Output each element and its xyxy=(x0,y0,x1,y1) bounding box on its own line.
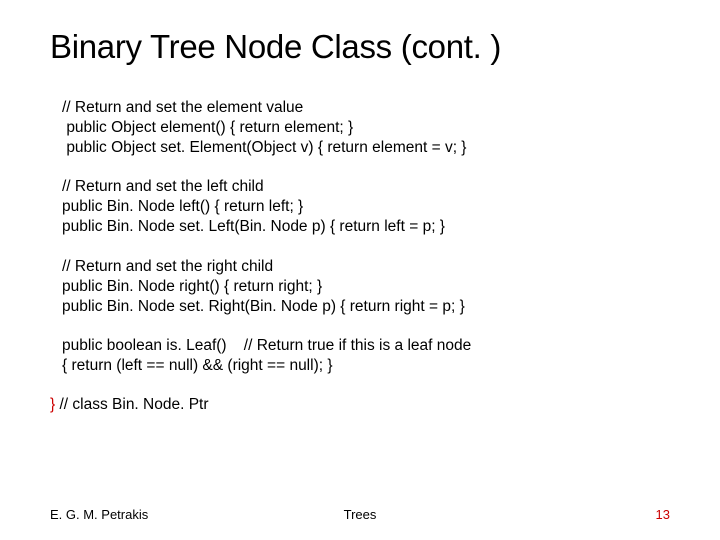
code-line: // Return and set the left child xyxy=(62,177,670,197)
code-line: public Bin. Node left() { return left; } xyxy=(62,197,670,217)
footer-page-number: 13 xyxy=(463,507,670,522)
closing-comment: // class Bin. Node. Ptr xyxy=(55,396,208,413)
code-line: // Return and set the right child xyxy=(62,257,670,277)
code-line: public boolean is. Leaf() // Return true… xyxy=(62,336,670,356)
code-line: public Bin. Node right() { return right;… xyxy=(62,277,670,297)
code-line: public Bin. Node set. Left(Bin. Node p) … xyxy=(62,217,670,237)
closing-line: } // class Bin. Node. Ptr xyxy=(50,396,670,414)
slide-container: Binary Tree Node Class (cont. ) // Retur… xyxy=(0,0,720,540)
code-block-left: // Return and set the left child public … xyxy=(50,177,670,236)
code-line: { return (left == null) && (right == nul… xyxy=(62,356,670,376)
slide-footer: E. G. M. Petrakis Trees 13 xyxy=(50,507,670,522)
footer-author: E. G. M. Petrakis xyxy=(50,507,257,522)
code-block-isleaf: public boolean is. Leaf() // Return true… xyxy=(50,336,670,376)
code-line: public Object set. Element(Object v) { r… xyxy=(62,138,670,158)
code-block-right: // Return and set the right child public… xyxy=(50,257,670,316)
code-line: public Object element() { return element… xyxy=(62,118,670,138)
footer-topic: Trees xyxy=(257,507,464,522)
slide-title: Binary Tree Node Class (cont. ) xyxy=(50,28,670,66)
code-line: // Return and set the element value xyxy=(62,98,670,118)
code-line: public Bin. Node set. Right(Bin. Node p)… xyxy=(62,297,670,317)
code-block-element: // Return and set the element value publ… xyxy=(50,98,670,157)
